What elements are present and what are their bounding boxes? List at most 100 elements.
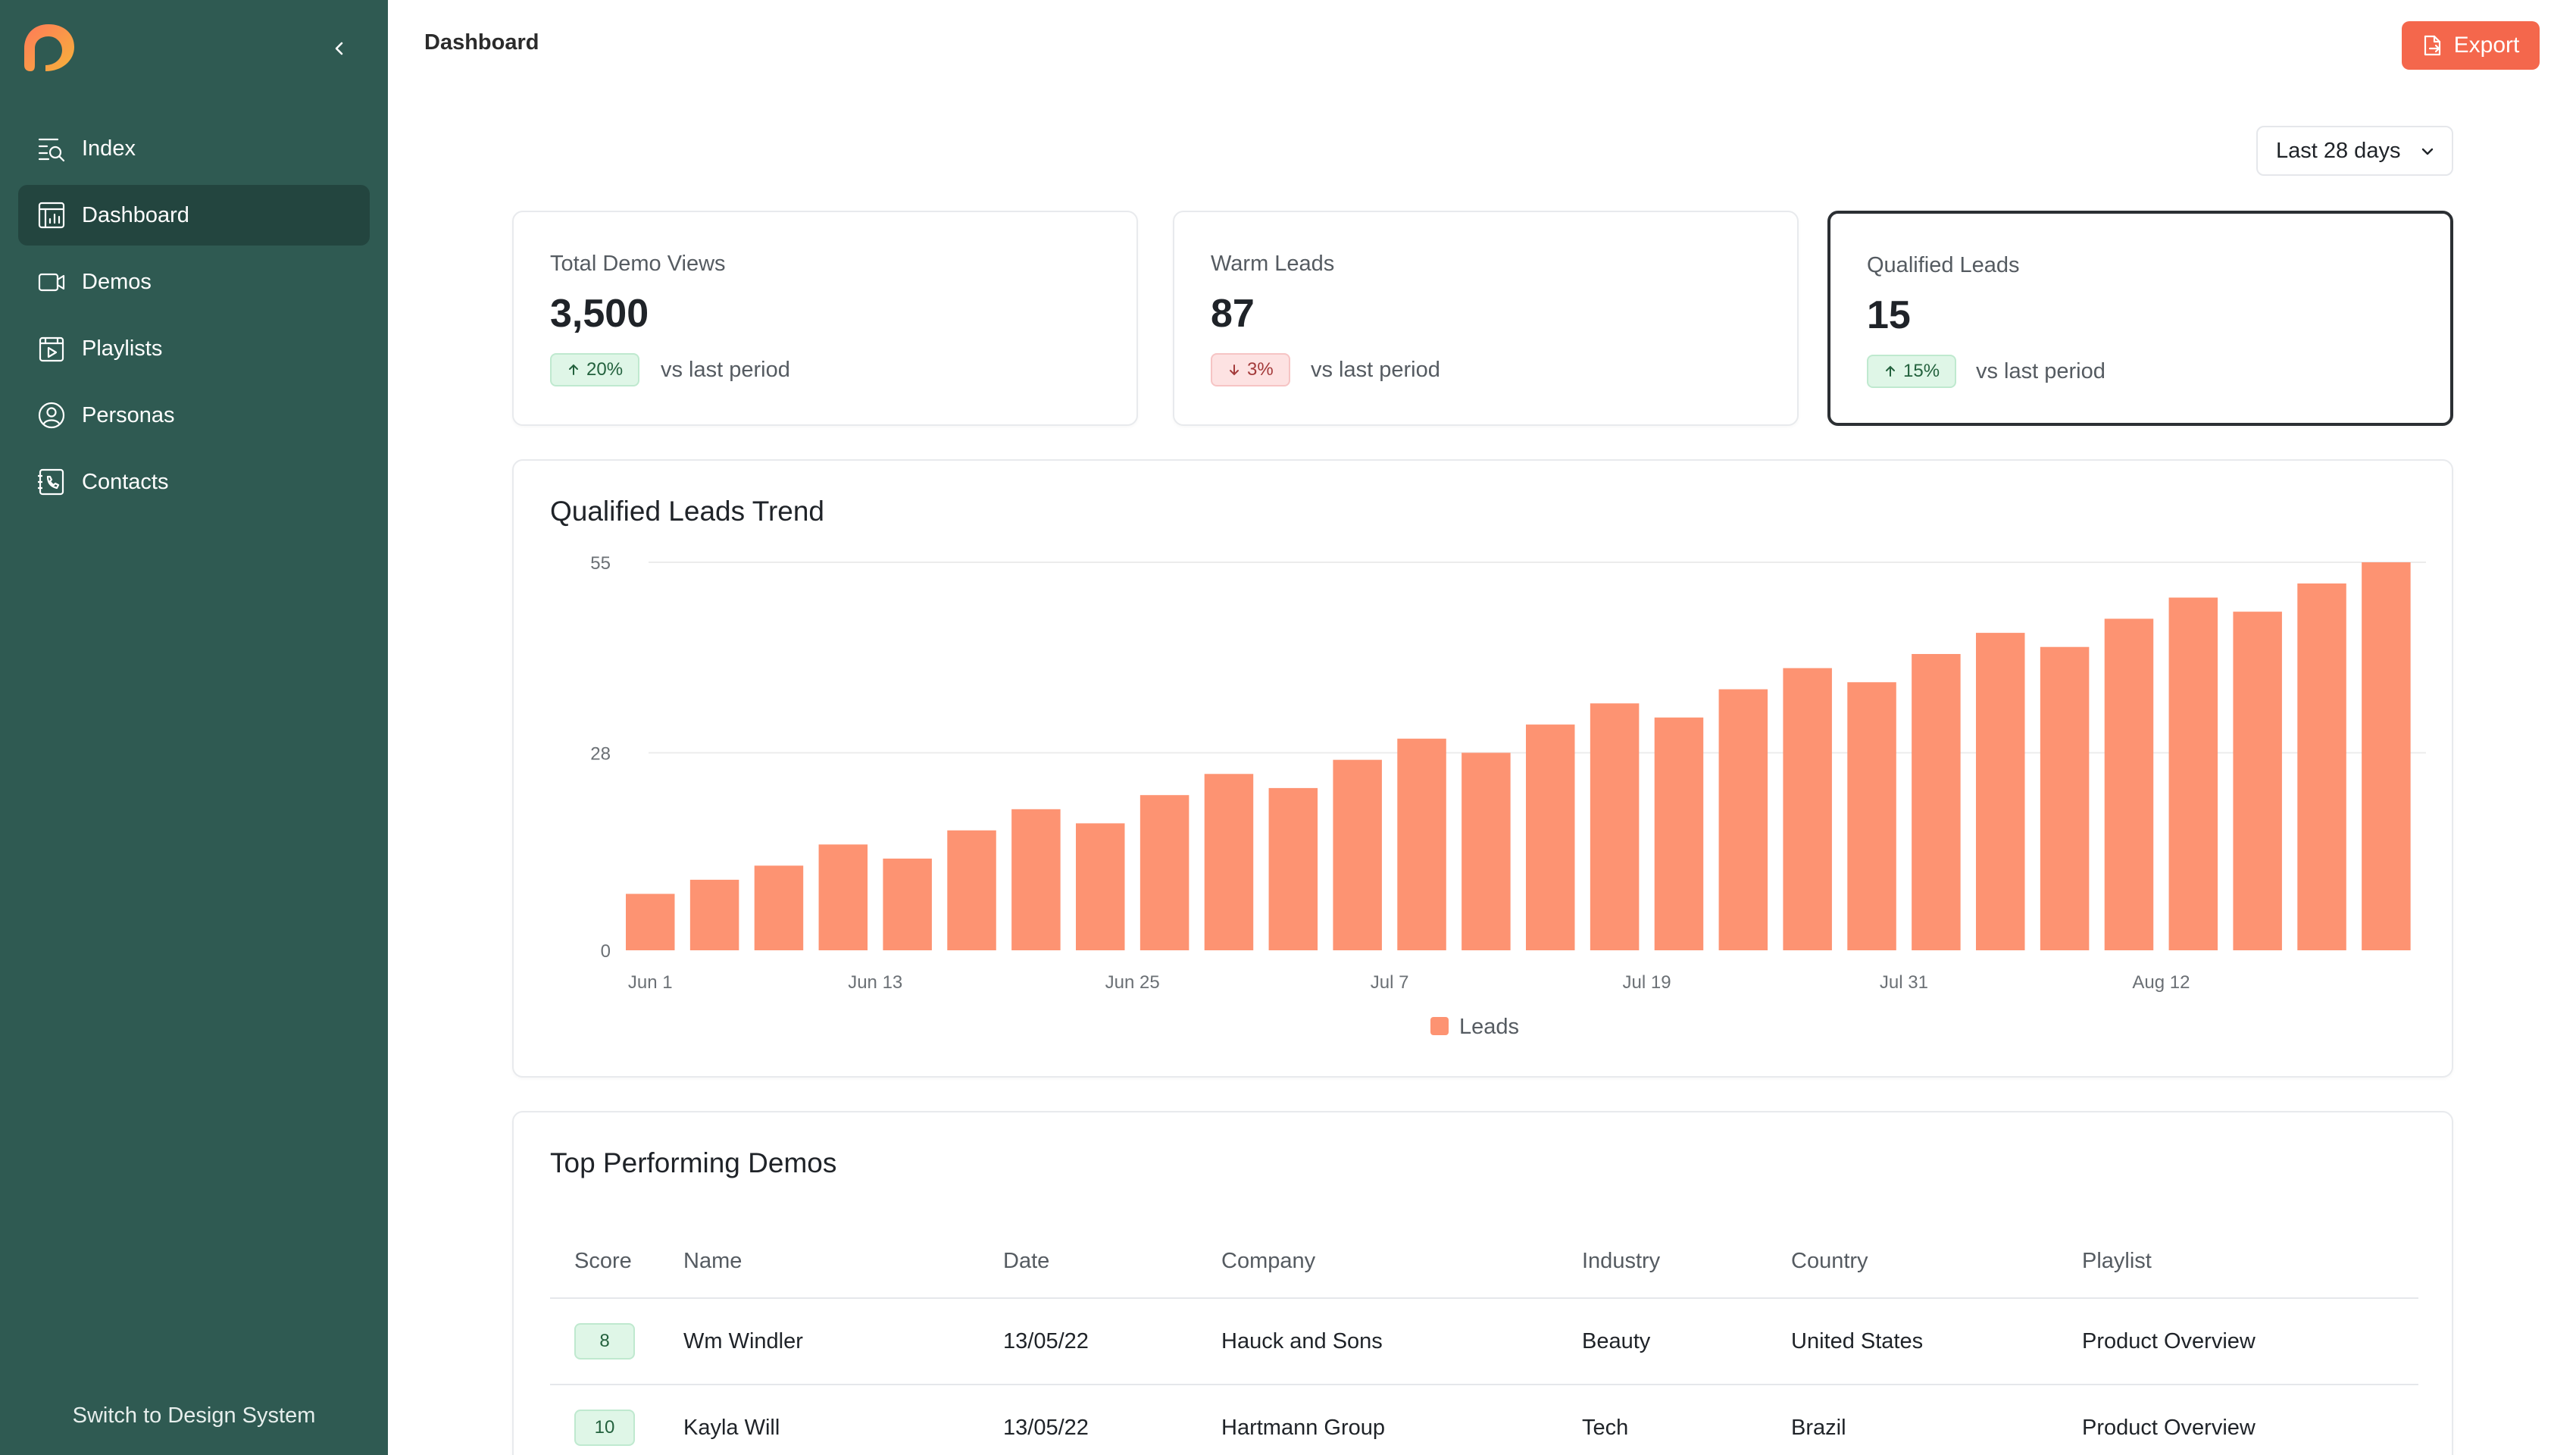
bar[interactable] (883, 858, 932, 950)
x-tick-label: Jul 7 (1371, 972, 1409, 993)
change-value: 15% (1903, 361, 1940, 381)
index-search-icon (36, 133, 67, 164)
bar[interactable] (1912, 654, 1961, 950)
sidebar-item-demos[interactable]: Demos (18, 252, 370, 312)
date-range-select[interactable]: Last 28 days (2256, 126, 2453, 176)
switch-design-system-link[interactable]: Switch to Design System (72, 1403, 316, 1428)
top-performing-demos-card: Top Performing Demos Score Name Date Com… (512, 1111, 2453, 1455)
bar[interactable] (1140, 795, 1190, 950)
bar[interactable] (1783, 668, 1832, 950)
app-logo[interactable] (23, 23, 76, 73)
bar[interactable] (626, 893, 675, 950)
bar[interactable] (1011, 809, 1061, 950)
sidebar-item-dashboard[interactable]: Dashboard (18, 185, 370, 246)
sidebar-item-index[interactable]: Index (18, 118, 370, 179)
table-header: Score Name Date Company Industry Country… (550, 1226, 2418, 1299)
bar[interactable] (2168, 597, 2218, 950)
column-header-country[interactable]: Country (1791, 1249, 1868, 1273)
chevron-left-icon (335, 42, 343, 55)
y-tick-label: 0 (601, 941, 611, 962)
stat-value: 3,500 (550, 292, 649, 336)
x-tick-label: Jun 1 (628, 972, 673, 993)
bar[interactable] (1397, 738, 1446, 950)
playlist-icon (36, 333, 67, 364)
bar[interactable] (2233, 612, 2282, 950)
stat-card-qualified-leads[interactable]: Qualified Leads 15 15% vs last period (1827, 211, 2453, 426)
bar[interactable] (1718, 689, 1768, 950)
bar[interactable] (1333, 759, 1382, 950)
bar[interactable] (1526, 724, 1575, 950)
contacts-icon (36, 467, 67, 497)
bar[interactable] (1590, 703, 1640, 950)
legend-swatch (1430, 1017, 1449, 1035)
bar[interactable] (754, 865, 804, 950)
compare-text: vs last period (1311, 358, 1440, 382)
chevron-down-icon (2421, 148, 2434, 155)
bar[interactable] (1204, 774, 1254, 950)
sidebar-item-contacts[interactable]: Contacts (18, 452, 370, 512)
stat-label: Warm Leads (1211, 252, 1335, 276)
table-title: Top Performing Demos (550, 1147, 837, 1178)
export-button[interactable]: Export (2402, 21, 2540, 70)
column-header-company[interactable]: Company (1221, 1249, 1316, 1273)
bar[interactable] (818, 844, 868, 950)
bar[interactable] (2104, 618, 2154, 950)
score-badge: 8 (574, 1323, 635, 1360)
cell-playlist: Product Overview (2082, 1329, 2256, 1353)
chart-title: Qualified Leads Trend (550, 496, 825, 527)
compare-text: vs last period (1976, 359, 2106, 383)
bar[interactable] (1654, 717, 1704, 950)
arrow-down-icon (1230, 365, 1239, 376)
main-content: Dashboard Export Last 28 days Total Demo… (388, 0, 2576, 1455)
y-tick-label: 55 (590, 553, 611, 574)
date-range-value: Last 28 days (2276, 138, 2401, 163)
cell-industry: Tech (1582, 1416, 1629, 1440)
stat-label: Qualified Leads (1867, 253, 2020, 277)
dashboard-icon (36, 200, 67, 230)
cell-name: Kayla Will (683, 1416, 780, 1440)
change-badge: 15% (1867, 355, 1957, 388)
stat-value: 15 (1867, 293, 1911, 337)
cell-industry: Beauty (1582, 1329, 1651, 1353)
stat-card-total-demo-views[interactable]: Total Demo Views 3,500 20% vs last perio… (512, 211, 1138, 426)
column-header-name[interactable]: Name (683, 1249, 742, 1273)
bar[interactable] (2040, 646, 2090, 950)
export-label: Export (2453, 33, 2520, 58)
bar[interactable] (1268, 787, 1318, 950)
sidebar-item-label: Personas (82, 402, 175, 427)
cell-date: 13/05/22 (1003, 1329, 1089, 1353)
qualified-leads-trend-card: Qualified Leads Trend 0 28 55 Jun 1 Jun 13 Ju… (512, 459, 2453, 1078)
table-row[interactable]: 8 Wm Windler 13/05/22 Hauck and Sons Bea… (550, 1299, 2418, 1385)
bar[interactable] (1076, 823, 1125, 950)
bar[interactable] (689, 879, 739, 950)
column-header-score[interactable]: Score (574, 1249, 632, 1273)
column-header-date[interactable]: Date (1003, 1249, 1050, 1273)
bar[interactable] (2297, 583, 2346, 950)
sidebar-item-personas[interactable]: Personas (18, 385, 370, 446)
change-badge: 20% (550, 353, 640, 386)
video-icon (36, 267, 67, 297)
column-header-industry[interactable]: Industry (1582, 1249, 1661, 1273)
sidebar-item-label: Playlists (82, 336, 163, 361)
table-row[interactable]: 10 Kayla Will 13/05/22 Hartmann Group Te… (550, 1385, 2418, 1455)
sidebar: Index Dashboard Demos (0, 0, 388, 1455)
stat-label: Total Demo Views (550, 252, 726, 276)
bar[interactable] (1462, 753, 1511, 950)
leads-bar-chart: 0 28 55 Jun 1 Jun 13 Jun 25 Jul 7 Jul 19 Jul 31 A… (590, 553, 2426, 1039)
stat-card-warm-leads[interactable]: Warm Leads 87 3% vs last period (1173, 211, 1799, 426)
sidebar-nav: Index Dashboard Demos (18, 118, 370, 518)
sidebar-item-playlists[interactable]: Playlists (18, 318, 370, 379)
column-header-playlist[interactable]: Playlist (2082, 1249, 2152, 1273)
collapse-sidebar-button[interactable] (324, 33, 355, 64)
bar[interactable] (947, 830, 996, 950)
bar[interactable] (1976, 633, 2025, 950)
cell-playlist: Product Overview (2082, 1416, 2256, 1440)
cell-country: Brazil (1791, 1416, 1846, 1440)
bar[interactable] (2362, 562, 2411, 950)
legend-label[interactable]: Leads (1459, 1015, 1519, 1039)
bar[interactable] (1847, 682, 1896, 950)
stat-value: 87 (1211, 292, 1255, 336)
x-tick-label: Jul 19 (1623, 972, 1671, 993)
x-tick-label: Jul 31 (1880, 972, 1928, 993)
change-badge: 3% (1211, 353, 1290, 386)
